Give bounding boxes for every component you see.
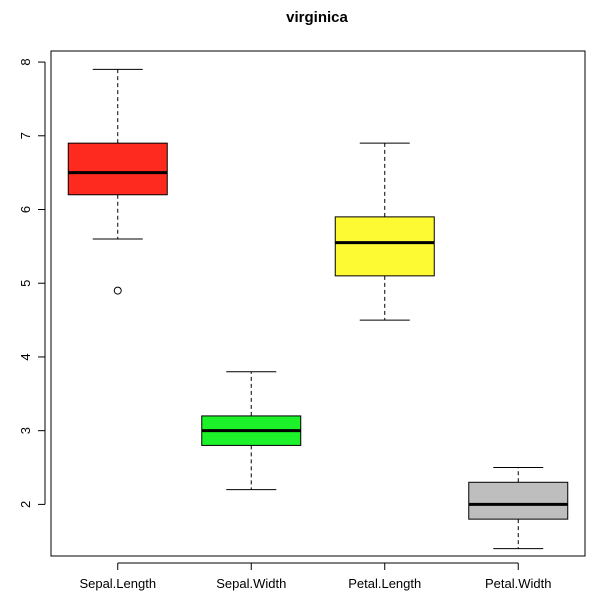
box (67, 142, 168, 196)
y-tick-label: 3 (18, 427, 33, 434)
x-tick-label: Sepal.Width (216, 576, 286, 591)
chart-title: virginica (286, 9, 348, 26)
box-group (468, 467, 569, 550)
y-tick-label: 6 (18, 206, 33, 213)
y-axis: 2 3 4 5 6 7 8 (18, 58, 46, 508)
y-tick-label: 4 (18, 353, 33, 360)
boxes-layer (67, 68, 569, 550)
outlier-point (113, 286, 122, 295)
y-tick-label: 7 (18, 132, 33, 139)
x-tick-label: Petal.Length (348, 576, 421, 591)
box-group (201, 371, 302, 491)
x-axis: Sepal.Length Sepal.Width Petal.Length Petal… (79, 562, 551, 591)
box-group (67, 68, 168, 295)
box (468, 481, 569, 520)
x-tick-label: Sepal.Length (79, 576, 156, 591)
x-tick-label: Petal.Width (485, 576, 551, 591)
box-group (334, 142, 435, 321)
box (334, 216, 435, 277)
y-tick-label: 8 (18, 58, 33, 65)
y-tick-label: 5 (18, 280, 33, 287)
y-tick-label: 2 (18, 501, 33, 508)
plot-frame (50, 50, 586, 557)
